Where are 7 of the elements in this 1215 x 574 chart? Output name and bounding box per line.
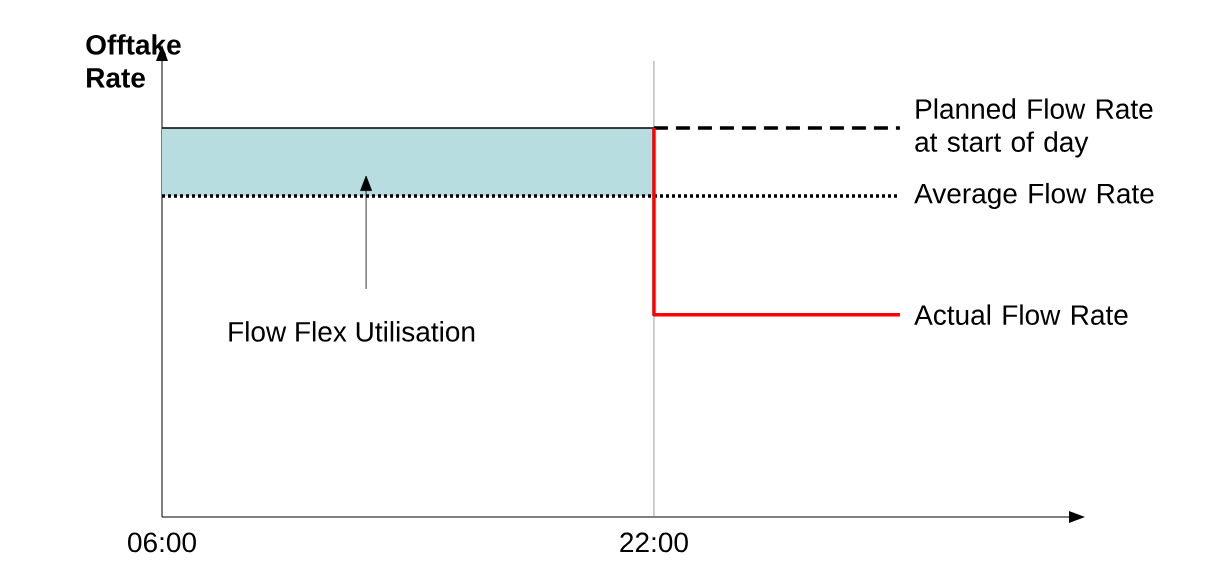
annotation: Flow Flex Utilisation	[229, 321, 475, 342]
series-label: Average Flow Rate	[914, 182, 1154, 210]
y-axis-title: Offtake Rate	[86, 34, 181, 88]
series-label: Actual Flow Rate	[914, 304, 1128, 325]
x-tick-label: 06:00	[128, 532, 196, 553]
series-label: Planned Flow Rate at start of day	[915, 98, 1153, 158]
x-tick-label: 22:00	[620, 532, 688, 553]
